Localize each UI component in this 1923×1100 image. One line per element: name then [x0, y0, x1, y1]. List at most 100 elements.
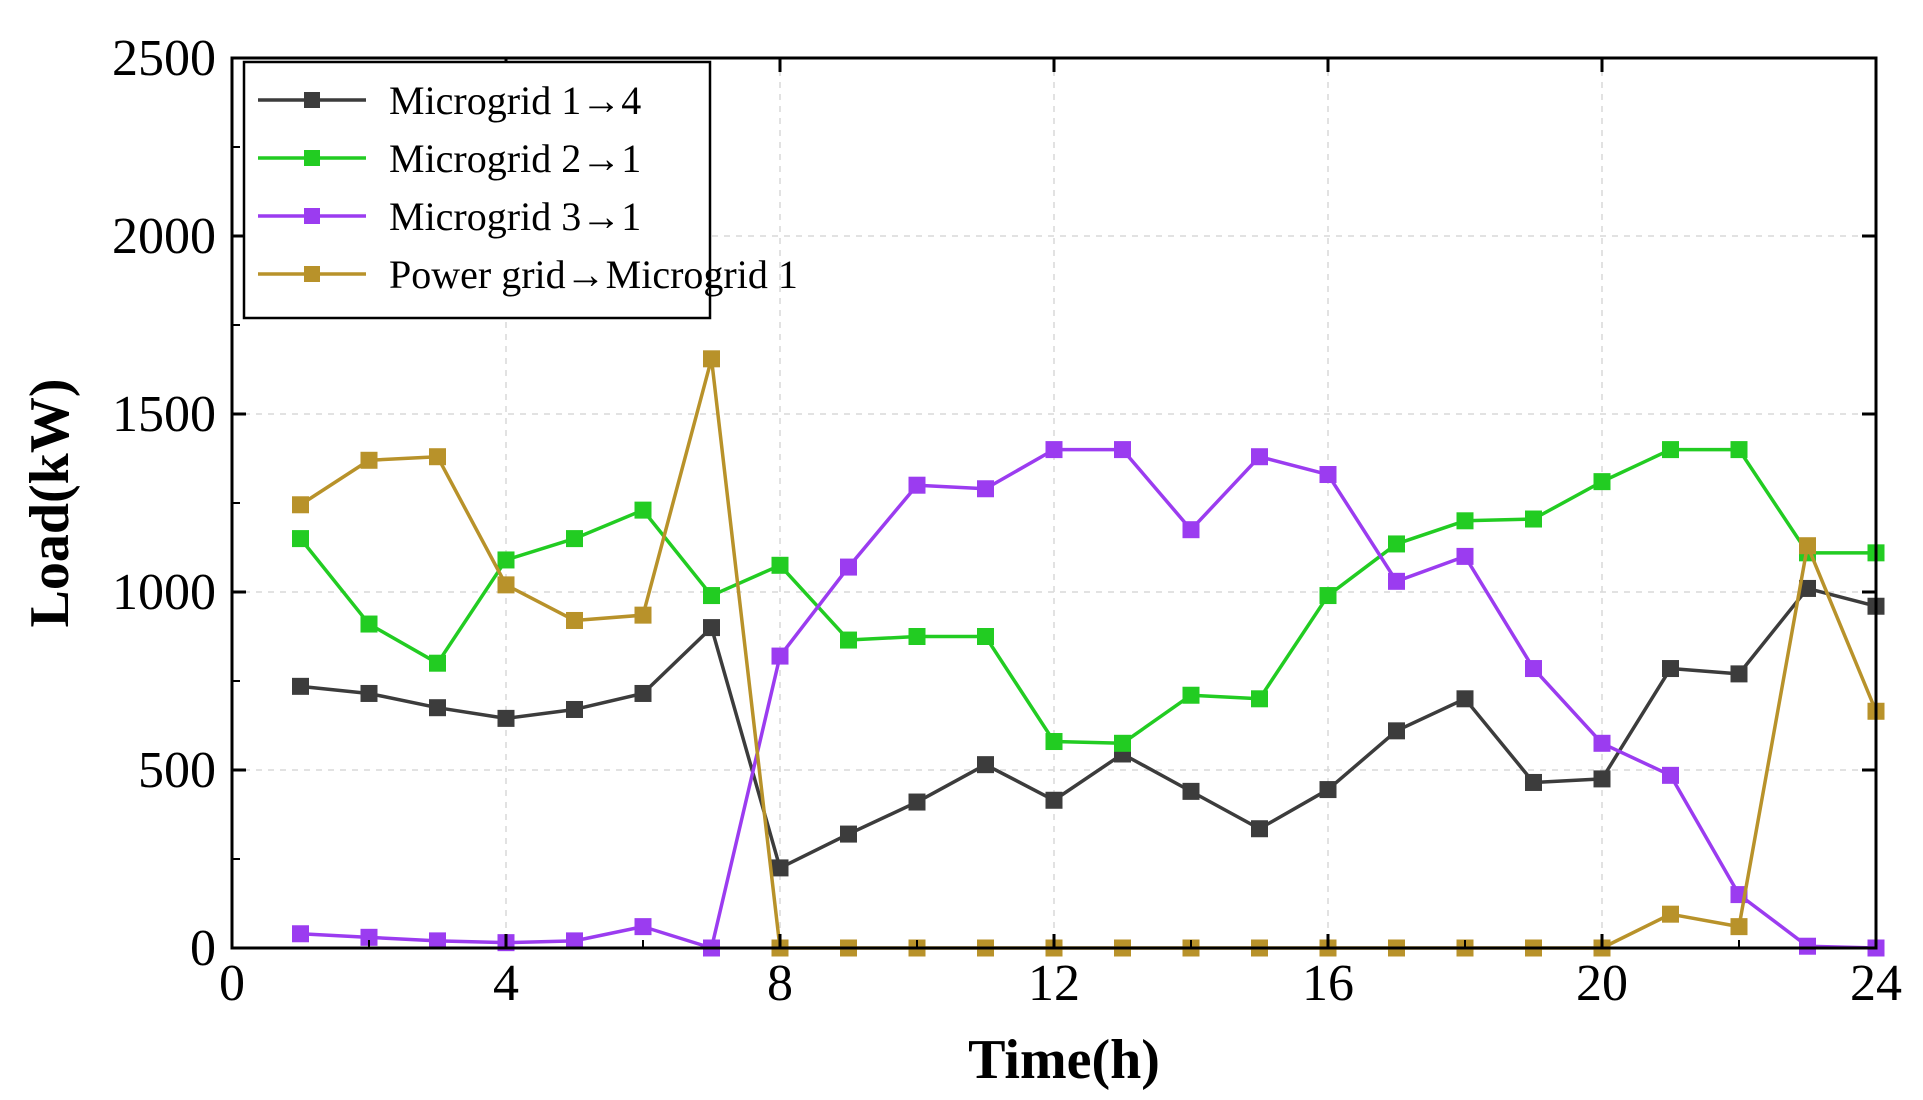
y-tick-label-3: 1500 [112, 386, 216, 443]
data-point-s3-6 [703, 350, 720, 368]
data-point-s2-17 [1456, 547, 1474, 565]
data-point-s1-1 [360, 615, 378, 633]
data-point-s1-14 [1251, 690, 1268, 708]
data-point-s1-7 [771, 556, 789, 574]
x-tick-label-0: 0 [219, 955, 245, 1012]
data-point-s0-13 [1182, 782, 1200, 800]
data-point-s0-19 [1593, 770, 1611, 788]
x-tick-label-5: 20 [1576, 955, 1628, 1012]
legend-label-3: Power grid→Microgrid 1 [389, 252, 798, 297]
y-tick-label-2: 1000 [112, 564, 216, 621]
data-point-s2-2 [429, 932, 446, 950]
grid-layer [232, 58, 1876, 948]
legend-marker-1 [304, 150, 320, 166]
data-point-s0-8 [840, 825, 857, 843]
x-tick-label-4: 16 [1302, 955, 1354, 1012]
data-point-s3-1 [360, 451, 378, 469]
data-point-s1-20 [1662, 441, 1679, 459]
data-point-s0-11 [1045, 791, 1063, 809]
series-1 [292, 441, 1885, 752]
data-point-s0-6 [703, 619, 720, 637]
legend-item-1: Microgrid 2→1 [258, 136, 641, 181]
data-point-s2-20 [1662, 766, 1679, 784]
y-tick-label-5: 2500 [112, 30, 216, 87]
data-point-s1-12 [1114, 734, 1131, 752]
data-point-s1-10 [977, 628, 994, 645]
data-point-s1-21 [1730, 441, 1748, 459]
data-point-s0-1 [360, 684, 378, 702]
data-point-s2-10 [977, 480, 994, 498]
data-point-s0-4 [566, 700, 583, 718]
legend-label-0: Microgrid 1→4 [389, 78, 641, 123]
data-point-s3-4 [566, 611, 583, 629]
x-axis-title: Time(h) [968, 1029, 1160, 1091]
x-tick-label-1: 4 [493, 955, 519, 1012]
data-point-s1-6 [703, 587, 720, 605]
data-point-s0-17 [1456, 690, 1474, 708]
data-point-s1-2 [429, 654, 446, 672]
data-point-s0-0 [292, 677, 309, 695]
data-point-s0-7 [771, 859, 789, 877]
data-point-s1-15 [1319, 587, 1337, 605]
data-point-s1-5 [634, 501, 652, 519]
data-point-s2-5 [634, 918, 652, 936]
data-point-s3-20 [1662, 905, 1679, 923]
data-point-s2-4 [566, 932, 583, 950]
legend-item-3: Power grid→Microgrid 1 [258, 252, 798, 297]
data-point-s2-0 [292, 925, 309, 943]
data-point-s2-8 [840, 558, 857, 576]
y-tick-label-0: 0 [190, 920, 216, 977]
legend-label-2: Microgrid 3→1 [389, 194, 641, 239]
y-tick-label-1: 500 [138, 742, 216, 799]
data-point-s0-20 [1662, 660, 1679, 678]
data-point-s0-5 [634, 684, 652, 702]
data-point-s3-5 [634, 606, 652, 624]
legend-label-1: Microgrid 2→1 [389, 136, 641, 181]
legend-item-2: Microgrid 3→1 [258, 194, 641, 239]
data-point-s2-16 [1388, 572, 1405, 590]
data-point-s1-19 [1593, 473, 1611, 491]
data-point-s2-13 [1182, 521, 1200, 539]
data-point-s2-22 [1799, 937, 1816, 955]
data-point-s2-11 [1045, 441, 1063, 459]
data-point-s3-0 [292, 496, 309, 514]
data-point-s0-16 [1388, 722, 1405, 740]
data-point-s2-9 [908, 476, 926, 494]
legend-item-0: Microgrid 1→4 [258, 78, 641, 123]
data-point-s1-17 [1456, 512, 1474, 530]
data-point-s1-18 [1525, 510, 1542, 528]
legend-marker-3 [304, 266, 320, 282]
data-point-s1-4 [566, 530, 583, 548]
data-point-s0-15 [1319, 781, 1337, 799]
legend: Microgrid 1→4 Microgrid 2→1 Microgrid 3→1 P… [242, 60, 798, 320]
x-tick-label-3: 12 [1028, 955, 1080, 1012]
data-point-s1-0 [292, 530, 309, 548]
data-point-s3-21 [1730, 918, 1748, 936]
series-line-0 [300, 586, 1877, 870]
y-tick-label-4: 2000 [112, 208, 216, 265]
x-tick-label-6: 24 [1850, 955, 1902, 1012]
data-point-s1-3 [497, 551, 515, 569]
axis-layer: 0 500 1000 1500 2000 2500 0 4 8 12 16 20 24 [112, 30, 1902, 1012]
x-tick-label-2: 8 [767, 955, 793, 1012]
data-point-s3-3 [497, 576, 515, 594]
y-axis-title: Load(kW) [19, 379, 81, 628]
data-point-s1-11 [1045, 733, 1063, 751]
data-point-s0-2 [429, 699, 446, 717]
legend-marker-0 [304, 92, 320, 108]
data-point-s2-15 [1319, 466, 1337, 484]
data-point-s0-3 [497, 709, 515, 727]
data-point-s1-13 [1182, 686, 1200, 704]
data-point-s2-14 [1251, 448, 1268, 466]
data-point-s1-16 [1388, 535, 1405, 553]
data-point-s3-22 [1799, 537, 1816, 555]
data-point-s0-9 [908, 793, 926, 811]
series-line-2 [300, 447, 1877, 950]
series-line-1 [299, 447, 1876, 746]
legend-marker-2 [304, 208, 320, 224]
data-point-s0-14 [1251, 820, 1268, 838]
data-point-s0-18 [1525, 773, 1542, 791]
data-point-s2-18 [1525, 660, 1542, 678]
